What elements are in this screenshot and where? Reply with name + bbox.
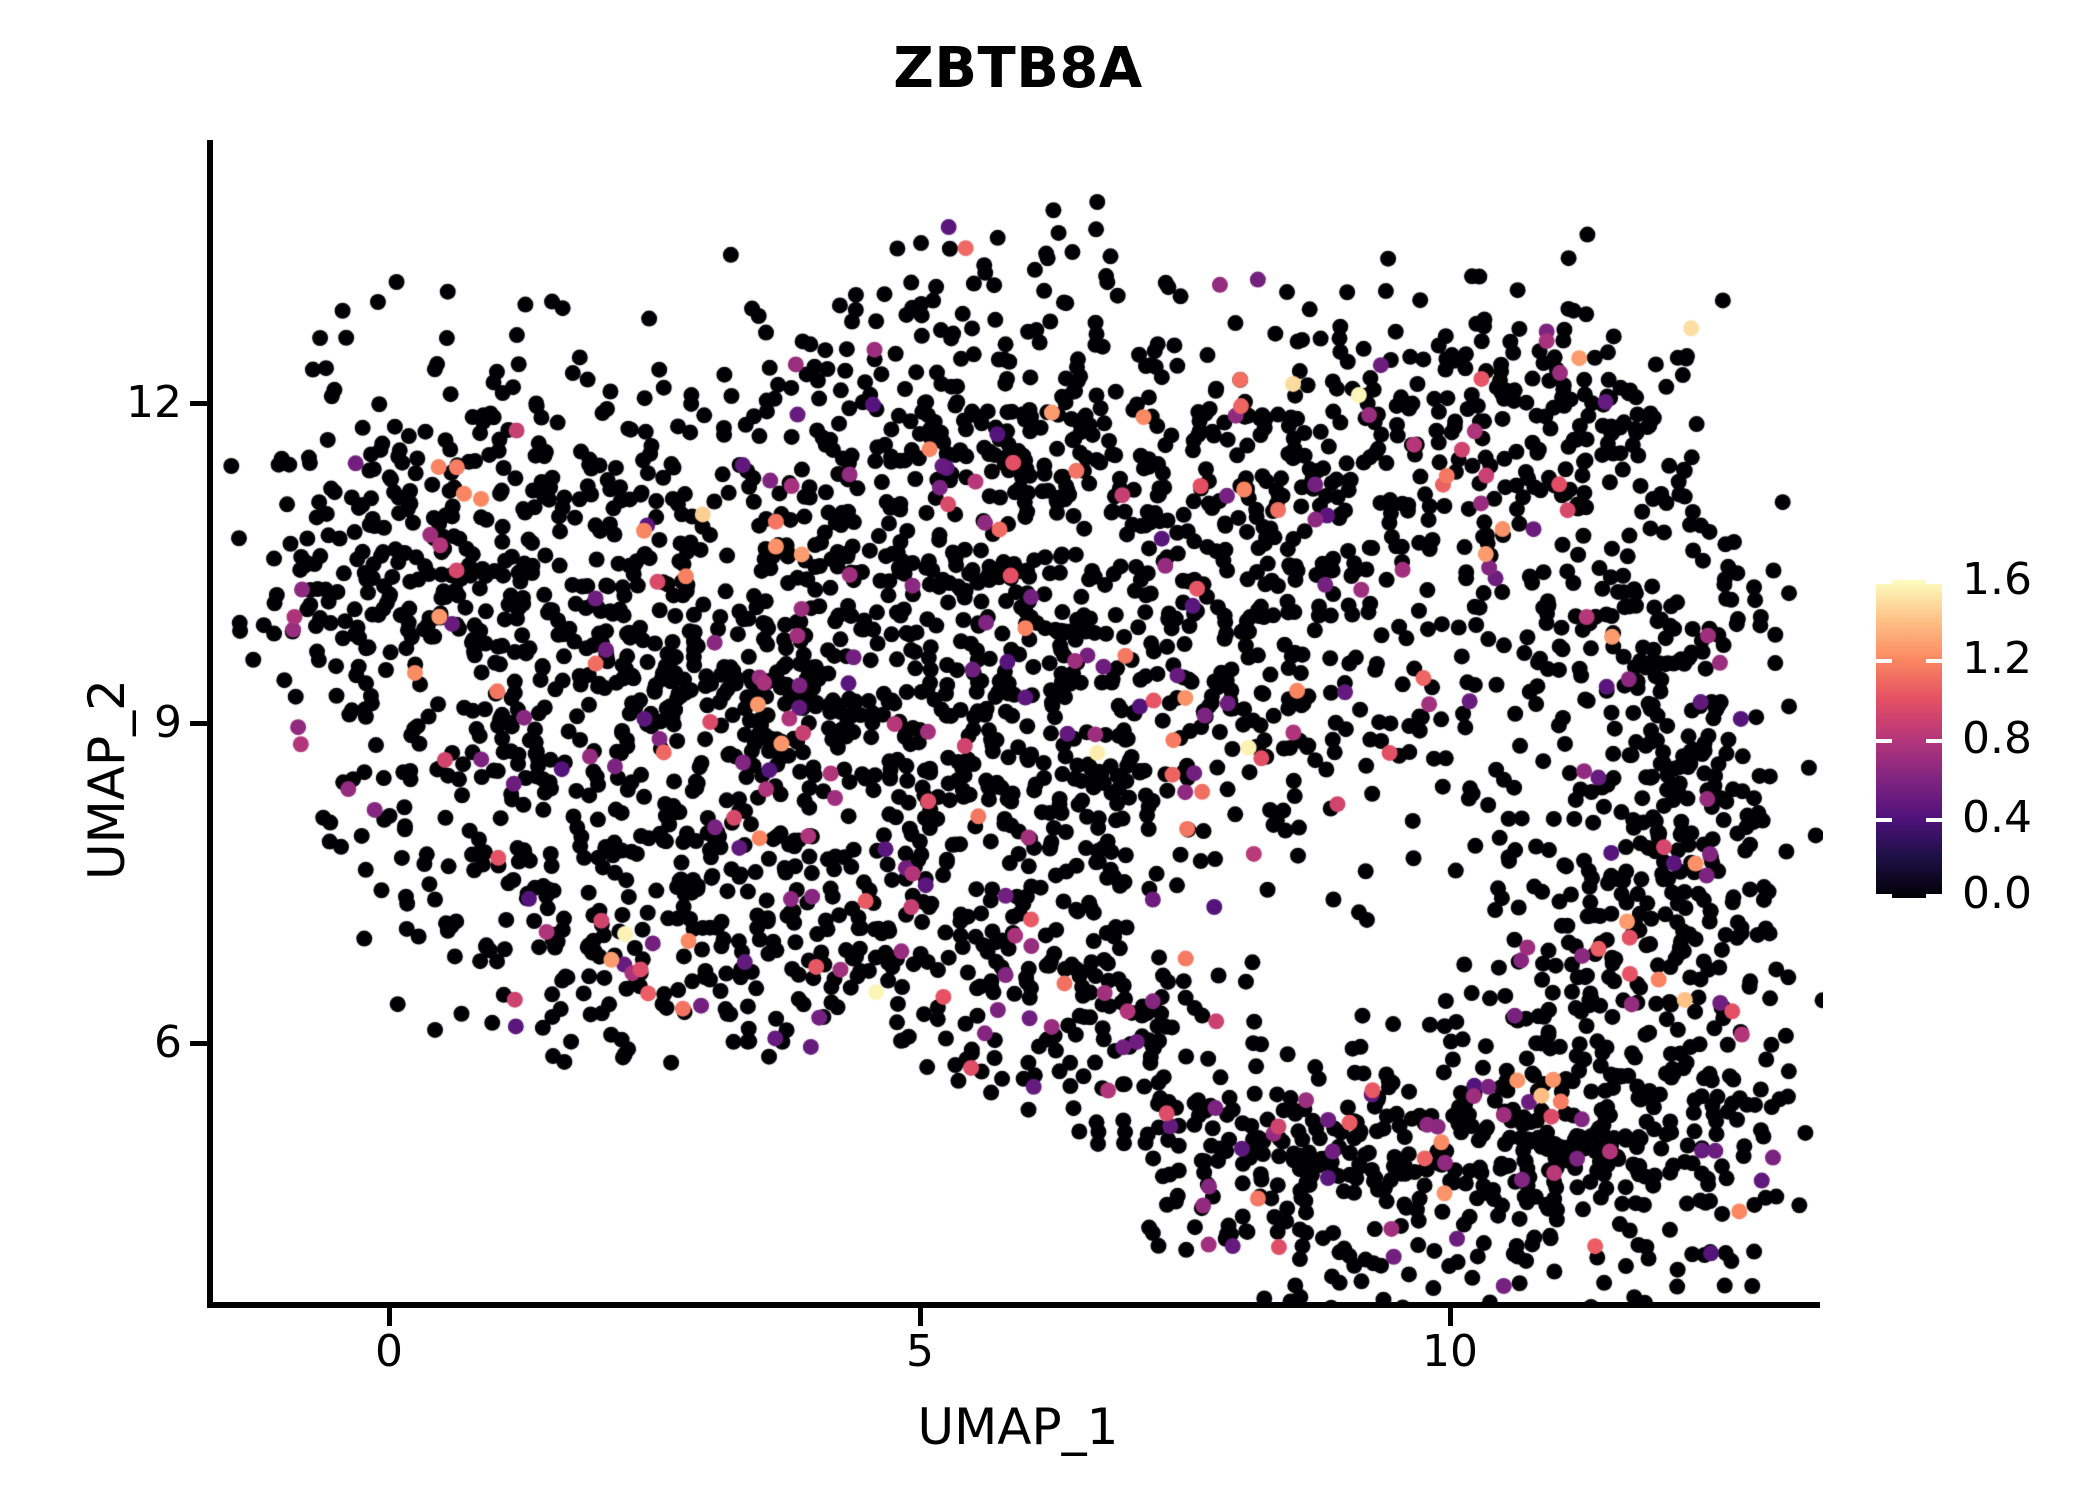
colorbar-tick-0p4-left xyxy=(1876,818,1892,822)
page-title: ZBTB8A xyxy=(893,36,1143,101)
x-tick-label-10: 10 xyxy=(1422,1326,1478,1377)
colorbar[interactable] xyxy=(1876,580,1942,898)
colorbar-tick-0p8-left xyxy=(1876,739,1892,743)
colorbar-label-0p4: 0.4 xyxy=(1962,792,2032,843)
y-tick-label-9: 9 xyxy=(154,697,182,748)
x-tick-mark-5 xyxy=(918,1308,923,1326)
x-tick-label-0: 0 xyxy=(375,1326,403,1377)
colorbar-tick-1p2-left xyxy=(1876,659,1892,663)
colorbar-tick-0p0-right xyxy=(1926,894,1942,898)
colorbar-tick-1p6-left xyxy=(1876,580,1892,584)
x-axis-spine xyxy=(207,1302,1820,1308)
x-tick-mark-0 xyxy=(387,1308,392,1326)
y-axis-label: UMAP_2 xyxy=(78,679,136,880)
umap-scatter-plot[interactable] xyxy=(210,140,1823,1305)
y-tick-mark-6 xyxy=(190,1041,208,1046)
colorbar-label-0p0: 0.0 xyxy=(1962,868,2032,919)
colorbar-label-1p2: 1.2 xyxy=(1962,633,2032,684)
y-tick-mark-12 xyxy=(190,401,208,406)
y-tick-label-12: 12 xyxy=(126,377,182,428)
y-tick-label-6: 6 xyxy=(154,1017,182,1068)
colorbar-tick-0p4-right xyxy=(1926,818,1942,822)
colorbar-tick-1p2-right xyxy=(1926,659,1942,663)
colorbar-label-1p6: 1.6 xyxy=(1962,554,2032,605)
colorbar-label-0p8: 0.8 xyxy=(1962,713,2032,764)
colorbar-tick-0p0-left xyxy=(1876,894,1892,898)
colorbar-tick-0p8-right xyxy=(1926,739,1942,743)
x-tick-label-5: 5 xyxy=(906,1326,934,1377)
colorbar-tick-1p6-right xyxy=(1926,580,1942,584)
y-tick-mark-9 xyxy=(190,721,208,726)
x-tick-mark-10 xyxy=(1448,1308,1453,1326)
x-axis-label: UMAP_1 xyxy=(917,1398,1119,1456)
